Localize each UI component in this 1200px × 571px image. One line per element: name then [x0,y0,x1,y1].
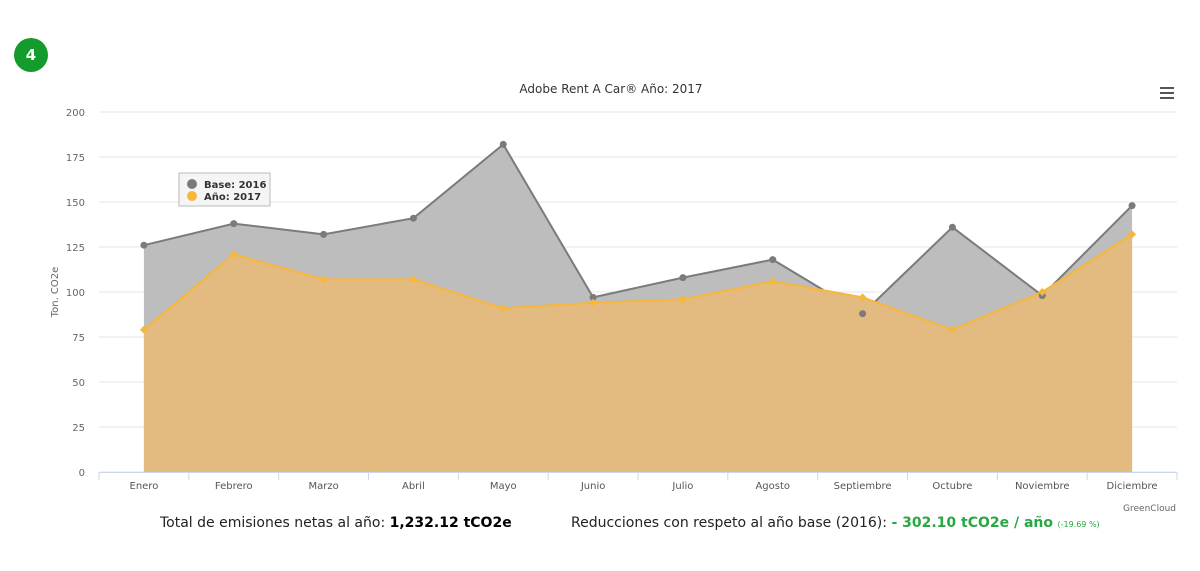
series-year-2017-line [143,233,1133,331]
data-point-year-2017[interactable] [589,298,598,307]
net-emissions-value: 1,232.12 tCO2e [389,515,512,531]
data-point-base-2016[interactable] [679,274,687,282]
y-tick-label: 150 [66,198,85,209]
data-point-year-2017[interactable] [229,250,238,259]
x-tick-label: Septiembre [834,481,892,492]
x-tick-label: Agosto [755,481,790,492]
y-tick-label: 75 [72,333,85,344]
chart-credit[interactable]: GreenCloud [1123,504,1176,514]
data-point-base-2016[interactable] [409,214,417,222]
data-point-year-2017[interactable] [1038,288,1047,296]
data-point-year-2017[interactable] [948,325,957,334]
x-tick-label: Diciembre [1107,481,1158,492]
reduction-value: - 302.10 tCO2e / año [891,515,1054,531]
x-tick-label: Julio [671,481,693,492]
legend-marker-year [187,191,197,201]
chart-title: Adobe Rent A Car® Año: 2017 [519,82,702,96]
data-point-base-2016[interactable] [140,241,148,249]
x-tick-label: Enero [130,481,159,492]
data-point-base-2016[interactable] [948,223,956,231]
y-tick-label: 50 [72,378,85,389]
data-point-base-2016[interactable] [499,140,507,148]
net-emissions-label: Total de emisiones netas al año: [160,515,386,531]
chart-legend: Base: 2016 Año: 2017 [178,172,271,207]
reduction-summary: Reducciones con respeto al año base (201… [571,515,1100,531]
legend-label-year: Año: 2017 [204,192,261,203]
x-tick-label: Mayo [490,481,517,492]
data-point-base-2016[interactable] [1128,202,1136,210]
data-point-year-2017[interactable] [1128,230,1137,239]
reduction-label: Reducciones con respeto al año base (201… [571,515,887,531]
series-year-2017-area [143,234,1133,472]
y-axis-label: Ton. CO2e [50,267,61,319]
x-tick-label: Junio [580,481,606,492]
data-point-year-2017[interactable] [858,293,867,302]
x-tick-label: Marzo [308,481,338,492]
data-point-year-2017[interactable] [319,275,328,284]
data-point-year-2017[interactable] [409,275,418,284]
data-point-year-2017[interactable] [499,304,508,313]
step-number-badge: 4 [14,38,48,72]
hamburger-menu-icon[interactable] [1160,87,1174,99]
series-base-2016-line [143,142,1133,315]
data-point-year-2017[interactable] [139,325,148,334]
x-tick-label: Abril [402,481,425,492]
legend-marker-base [187,179,197,189]
emissions-area-chart: Adobe Rent A Car® Año: 2017 0 25 50 75 100 12… [50,82,1178,492]
data-point-year-2017[interactable] [768,277,777,286]
x-tick-label: Noviembre [1015,481,1070,492]
reduction-percent: (-19.69 %) [1057,520,1100,529]
y-tick-label: 100 [66,288,85,299]
data-point-base-2016[interactable] [859,310,867,318]
y-tick-label: 175 [66,153,85,164]
data-point-base-2016[interactable] [769,256,777,264]
y-tick-label: 0 [79,468,85,479]
y-tick-label: 25 [72,423,85,434]
x-tick-label: Febrero [215,481,253,492]
x-tick-label: Octubre [932,481,972,492]
legend-label-base: Base: 2016 [204,180,266,191]
data-point-base-2016[interactable] [230,220,238,228]
data-point-base-2016[interactable] [589,293,597,301]
y-tick-label: 125 [66,243,85,254]
y-tick-label: 200 [66,108,85,119]
data-point-base-2016[interactable] [320,230,328,238]
data-point-year-2017[interactable] [678,295,687,304]
net-emissions-summary: Total de emisiones netas al año: 1,232.1… [160,515,512,531]
